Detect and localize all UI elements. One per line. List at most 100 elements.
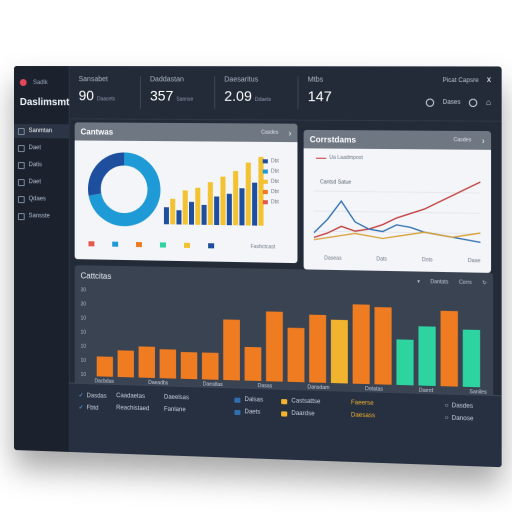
legend: Dbt Dbt Dbt Dbt Dbt — [263, 156, 279, 207]
stat-label: Sansabet — [79, 76, 115, 83]
sidebar-item-3[interactable]: Datis — [14, 158, 69, 173]
stat-unit: Daacets — [97, 96, 115, 102]
check-icon: ✓ — [79, 404, 84, 411]
stat-card-3: Daesaritus 2.09 Ddaets — [224, 76, 271, 104]
settings-icon — [18, 213, 25, 220]
divider — [297, 77, 298, 110]
table-cell: Dalsas — [234, 397, 263, 404]
panel-control[interactable]: Dantats — [430, 279, 448, 286]
sidebar-item-5[interactable]: Qdaes — [14, 192, 69, 207]
color-swatch — [136, 242, 142, 247]
legend-label: Ua Laadmpost — [329, 155, 363, 161]
y-tick-label: 30 — [81, 301, 86, 307]
bar — [227, 194, 232, 225]
user-icon[interactable] — [469, 98, 477, 106]
y-tick-label: 10 — [81, 372, 86, 378]
stat-number: 147 — [308, 88, 332, 105]
panel-title: Cantwas — [81, 127, 253, 137]
donut-slice — [94, 159, 124, 195]
stat-number: 90 — [79, 87, 94, 103]
bell-icon[interactable] — [426, 98, 434, 106]
bar — [160, 349, 176, 378]
legend-label: Dbt — [271, 158, 279, 164]
x-tick-label: Daae — [468, 258, 481, 264]
cell-text: Fbtd — [87, 405, 99, 411]
panel-control[interactable]: Corrs — [459, 280, 472, 286]
color-swatch — [88, 241, 94, 246]
legend-item: Dbt — [263, 177, 279, 187]
header-icons: Dases ⌂ — [426, 97, 491, 107]
cell-text: Fanlane — [164, 407, 186, 414]
legend-label: Dbt — [271, 199, 279, 205]
stats-header: Sansabet 90 Daacets Daddastan 357 Sannse D… — [69, 66, 502, 122]
bar — [220, 177, 225, 226]
sidebar-item-label: Datis — [29, 162, 42, 168]
panel-footer: Fashctcast — [251, 244, 276, 251]
header-menu[interactable]: Picat Capsre x — [443, 75, 492, 84]
bar — [375, 307, 392, 385]
y-tick-label: 10 — [81, 358, 86, 364]
status-swatch — [234, 397, 240, 402]
chevron-down-icon[interactable]: ▾ — [417, 279, 420, 285]
sidebar-item-label: Daet — [29, 145, 41, 151]
legend-item: Dbt — [263, 197, 279, 207]
table-cell[interactable]: ✓ Dasdas — [79, 392, 107, 400]
refresh-icon[interactable]: ↻ — [482, 280, 486, 286]
stat-label: Daddastan — [150, 76, 193, 83]
chart-icon — [18, 145, 25, 152]
panel-control[interactable]: Casdes — [261, 130, 278, 136]
gridline — [314, 231, 481, 234]
bar — [170, 199, 175, 225]
close-icon[interactable]: x — [487, 75, 491, 84]
bar — [202, 353, 219, 380]
header-menu-label[interactable]: Picat Capsre — [443, 78, 479, 84]
sidebar-item-1[interactable]: Sanmtan — [14, 124, 69, 138]
gridline — [314, 211, 481, 213]
profile-icon[interactable]: ⌂ — [486, 98, 491, 107]
stat-value: 2.09 Ddaets — [224, 88, 271, 104]
legend-swatch — [263, 190, 268, 194]
sidebar-item-6[interactable]: Sansste — [14, 209, 69, 224]
panel-control[interactable]: Casdes — [453, 137, 471, 143]
bar — [97, 356, 113, 376]
bar — [208, 182, 213, 225]
bar — [463, 330, 480, 388]
bar — [266, 311, 283, 381]
table-cell[interactable]: ✓ Fbtd — [79, 404, 99, 412]
table-cell[interactable]: ○ Danose — [445, 415, 474, 422]
user-icon — [18, 196, 25, 203]
y-tick-label: 30 — [81, 287, 86, 293]
bar — [418, 326, 435, 386]
sidebar-item-4[interactable]: Daet — [14, 175, 69, 190]
bar — [139, 346, 155, 378]
color-swatch — [160, 242, 166, 247]
bottom-table: ✓ Dasdas ✓ Fbtd Caadaetas Reachistaed Daee… — [69, 383, 502, 468]
sidebar-item-label: Daet — [29, 179, 41, 185]
sidebar-item-label: Sansste — [29, 213, 50, 219]
stat-card-1: Sansabet 90 Daacets — [79, 76, 115, 103]
table-cell: Daets — [234, 409, 260, 416]
panel-left-body: Dbt Dbt Dbt Dbt Dbt Fashctcast — [75, 140, 298, 263]
sidebar-item-2[interactable]: Daet — [14, 141, 69, 155]
color-swatch — [112, 242, 118, 247]
divider — [214, 76, 215, 109]
table-cell: Daeelsas — [164, 394, 189, 401]
list-icon — [18, 162, 25, 169]
cell-text: Danose — [452, 416, 474, 423]
series-line — [314, 180, 481, 240]
brand-small: Sadlk — [33, 80, 48, 86]
grid-icon — [18, 128, 25, 135]
legend-swatch — [263, 200, 268, 204]
y-tick-label: 10 — [81, 330, 86, 336]
chevron-right-icon[interactable]: › — [482, 136, 485, 145]
table-cell[interactable]: ○ Dasdes — [445, 403, 473, 410]
divider — [140, 76, 141, 108]
check-icon: ✓ — [79, 392, 84, 399]
chevron-right-icon[interactable]: › — [289, 128, 292, 137]
sidebar-item-label: Sanmtan — [29, 128, 52, 134]
stat-value: 357 Sannse — [150, 87, 193, 103]
table-cell: Fanlane — [164, 407, 186, 414]
panel-left: Cantwas Casdes › Dbt Dbt Dbt Dbt Dbt — [75, 122, 298, 263]
table-cell: Reachistaed — [116, 405, 149, 412]
